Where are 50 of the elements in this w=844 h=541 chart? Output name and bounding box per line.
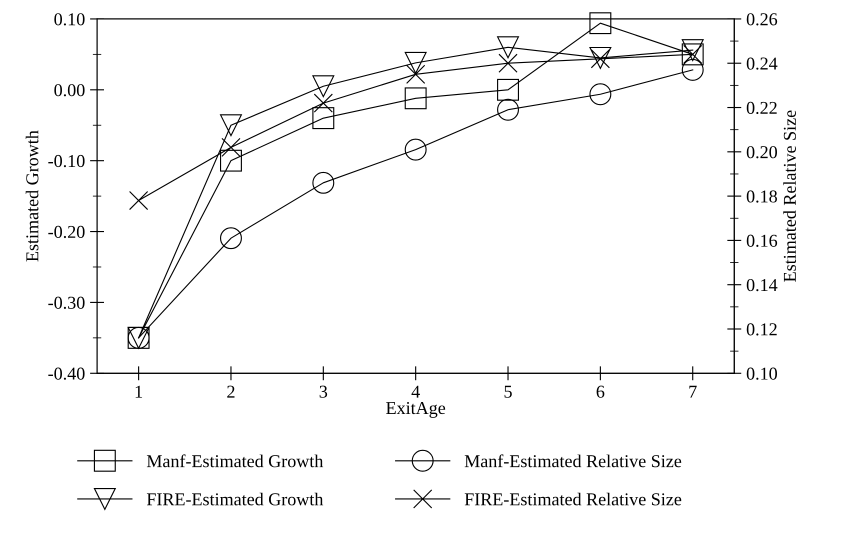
point xyxy=(497,78,519,101)
y-tick-label: -0.40 xyxy=(48,368,85,380)
y2-tick-label: 0.20 xyxy=(746,146,777,158)
point xyxy=(589,12,612,34)
point xyxy=(220,150,242,172)
y2-tick-label: 0.22 xyxy=(746,102,777,114)
y2-tick-label: 0.24 xyxy=(746,57,778,70)
y-tick-label: -0.10 xyxy=(48,154,85,168)
x-tick-label: 7 xyxy=(689,386,697,398)
point xyxy=(497,98,519,121)
point xyxy=(498,54,518,73)
point xyxy=(312,107,334,130)
y-tick-label: -0.20 xyxy=(48,226,85,238)
legend-label: Manf-Estimated Growth xyxy=(146,454,324,468)
y-tick-label: 0.00 xyxy=(54,84,85,96)
point xyxy=(682,39,704,62)
point xyxy=(220,114,242,136)
y2-tick-label: 0.12 xyxy=(746,323,777,336)
point xyxy=(404,87,427,110)
legend-label: FIRE-Estimated Relative Size xyxy=(464,492,682,506)
x-tick-label: 3 xyxy=(320,386,328,398)
point xyxy=(497,36,519,58)
point xyxy=(312,75,334,98)
point xyxy=(220,227,242,250)
legend-label: FIRE-Estimated Growth xyxy=(146,492,324,506)
y-axis-title: Estimated Growth xyxy=(26,130,38,262)
point xyxy=(406,64,426,84)
y-tick-label: -0.30 xyxy=(48,296,85,309)
y2-tick-label: 0.26 xyxy=(746,13,778,26)
x-tick-label: 4 xyxy=(412,386,420,398)
point xyxy=(129,190,148,210)
point xyxy=(404,138,427,161)
x-tick-label: 1 xyxy=(136,386,142,398)
y2-tick-label: 0.16 xyxy=(746,234,778,247)
point xyxy=(312,172,334,194)
point xyxy=(589,83,612,106)
legend-label: Manf-Estimated Relative Size xyxy=(464,454,682,468)
point xyxy=(221,138,241,157)
point xyxy=(404,52,427,74)
x-tick-label: 6 xyxy=(596,386,604,398)
x-tick-label: 2 xyxy=(227,386,234,398)
x-axis-title: ExitAge xyxy=(386,402,446,418)
x-tick-label: 5 xyxy=(504,386,512,398)
point xyxy=(682,58,704,81)
y2-tick-label: 0.14 xyxy=(746,278,778,292)
y2-tick-label: 0.18 xyxy=(746,190,777,203)
point xyxy=(314,94,333,113)
y2-tick-label: 0.10 xyxy=(746,368,777,380)
y-tick-label: 0.10 xyxy=(54,13,85,26)
y2-axis-title: Estimated Relative Size xyxy=(783,110,796,282)
